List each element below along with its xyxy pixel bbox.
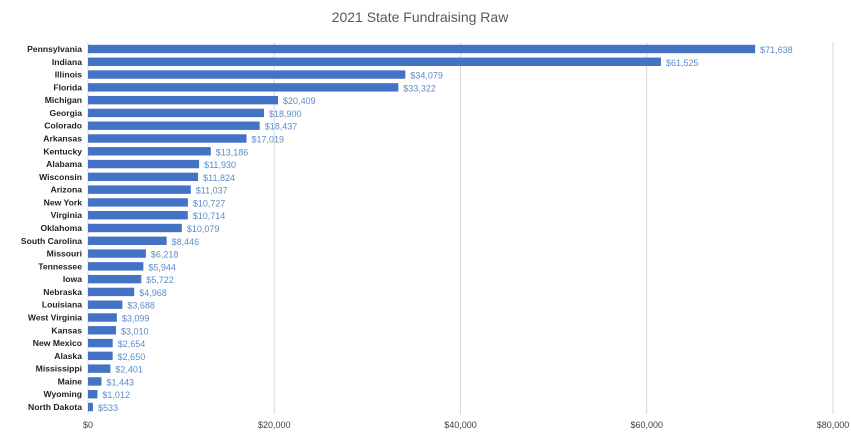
bar bbox=[88, 44, 756, 54]
bar bbox=[88, 223, 182, 233]
category-label: New Mexico bbox=[33, 338, 82, 348]
data-label: $20,409 bbox=[283, 96, 316, 106]
category-label: Alaska bbox=[54, 351, 82, 361]
category-label: South Carolina bbox=[21, 236, 82, 246]
bar bbox=[88, 83, 399, 92]
data-label: $2,401 bbox=[115, 365, 143, 375]
bar bbox=[88, 185, 191, 194]
bar bbox=[88, 262, 144, 271]
category-label: Virginia bbox=[51, 210, 83, 220]
bar bbox=[88, 313, 117, 322]
category-label: West Virginia bbox=[28, 313, 82, 323]
bar bbox=[88, 211, 188, 220]
bar bbox=[88, 198, 188, 207]
data-label: $5,944 bbox=[148, 262, 176, 272]
data-label: $3,010 bbox=[121, 326, 149, 336]
bar bbox=[88, 236, 167, 245]
data-label: $533 bbox=[98, 403, 118, 413]
category-label: Iowa bbox=[63, 274, 82, 284]
bar bbox=[88, 172, 199, 182]
data-label: $6,218 bbox=[151, 250, 179, 260]
category-label: Tennessee bbox=[38, 261, 82, 271]
bar bbox=[88, 274, 142, 284]
bar bbox=[88, 377, 102, 386]
data-label: $10,727 bbox=[193, 198, 226, 208]
bar bbox=[88, 402, 93, 412]
category-label: New York bbox=[44, 197, 83, 207]
data-label: $2,654 bbox=[118, 339, 146, 349]
category-label: Colorado bbox=[44, 121, 82, 131]
bar bbox=[88, 249, 146, 258]
data-label: $33,322 bbox=[403, 83, 436, 93]
data-label: $10,079 bbox=[187, 224, 220, 234]
data-label: $2,650 bbox=[118, 352, 146, 362]
bar bbox=[88, 134, 247, 143]
category-label: Mississippi bbox=[36, 364, 82, 374]
bar bbox=[88, 121, 260, 130]
bar bbox=[88, 159, 200, 169]
category-label: Louisiana bbox=[42, 300, 82, 310]
category-label: Indiana bbox=[52, 57, 82, 67]
x-tick-label: $80,000 bbox=[817, 420, 850, 430]
category-label: Michigan bbox=[45, 95, 82, 105]
category-label: Illinois bbox=[55, 70, 82, 80]
data-label: $34,079 bbox=[410, 71, 443, 81]
data-label: $61,525 bbox=[666, 58, 699, 68]
category-label: Georgia bbox=[50, 108, 83, 118]
data-labels: $71,638 $61,525 $34,079 $33,322 $20,409 $18,9… bbox=[98, 45, 793, 413]
data-label: $5,722 bbox=[146, 275, 174, 285]
bars bbox=[88, 44, 756, 412]
bar bbox=[88, 287, 135, 297]
bar bbox=[88, 364, 111, 373]
category-label: Missouri bbox=[47, 249, 82, 259]
bar bbox=[88, 351, 113, 361]
bar bbox=[88, 147, 211, 156]
bar bbox=[88, 300, 123, 309]
x-tick-label: $0 bbox=[83, 420, 93, 430]
data-label: $3,688 bbox=[127, 301, 155, 311]
x-tick-label: $60,000 bbox=[630, 420, 663, 430]
data-label: $18,900 bbox=[269, 109, 302, 119]
data-label: $17,019 bbox=[251, 135, 284, 145]
data-label: $1,443 bbox=[106, 377, 134, 387]
category-label: Wyoming bbox=[43, 389, 82, 399]
category-label: Florida bbox=[53, 82, 82, 92]
bar bbox=[88, 70, 406, 79]
data-label: $11,824 bbox=[203, 173, 235, 183]
category-label: Arkansas bbox=[43, 134, 82, 144]
data-label: $10,714 bbox=[193, 211, 226, 221]
category-label: North Dakota bbox=[28, 402, 82, 412]
data-label: $4,968 bbox=[139, 288, 167, 298]
category-label: Nebraska bbox=[43, 287, 82, 297]
bar bbox=[88, 326, 117, 335]
category-label: Maine bbox=[58, 376, 83, 386]
category-label: Arizona bbox=[50, 185, 82, 195]
data-label: $13,186 bbox=[216, 147, 249, 157]
x-tick-label: $20,000 bbox=[258, 420, 291, 430]
category-label: Kansas bbox=[51, 325, 82, 335]
bar bbox=[88, 95, 279, 105]
category-labels: Pennsylvania Indiana Illinois Florida Michig… bbox=[21, 44, 82, 412]
x-tick-label: $40,000 bbox=[444, 420, 477, 430]
x-axis-ticks: $0 $20,000 $40,000 $60,000 $80,000 bbox=[83, 420, 849, 430]
data-label: $18,437 bbox=[265, 122, 298, 132]
bar bbox=[88, 338, 113, 348]
data-label: $1,012 bbox=[102, 390, 130, 400]
category-label: Wisconsin bbox=[39, 172, 82, 182]
category-label: Pennsylvania bbox=[27, 44, 82, 54]
category-label: Kentucky bbox=[43, 146, 82, 156]
bar bbox=[88, 390, 98, 399]
data-label: $8,446 bbox=[172, 237, 200, 247]
chart-title: 2021 State Fundraising Raw bbox=[332, 9, 510, 25]
category-label: Alabama bbox=[46, 159, 82, 169]
data-label: $71,638 bbox=[760, 45, 793, 55]
data-label: $11,037 bbox=[196, 186, 228, 196]
bar bbox=[88, 57, 661, 66]
data-label: $3,099 bbox=[122, 314, 150, 324]
category-label: Oklahoma bbox=[40, 223, 82, 233]
data-label: $11,930 bbox=[204, 160, 236, 170]
bar bbox=[88, 108, 265, 118]
